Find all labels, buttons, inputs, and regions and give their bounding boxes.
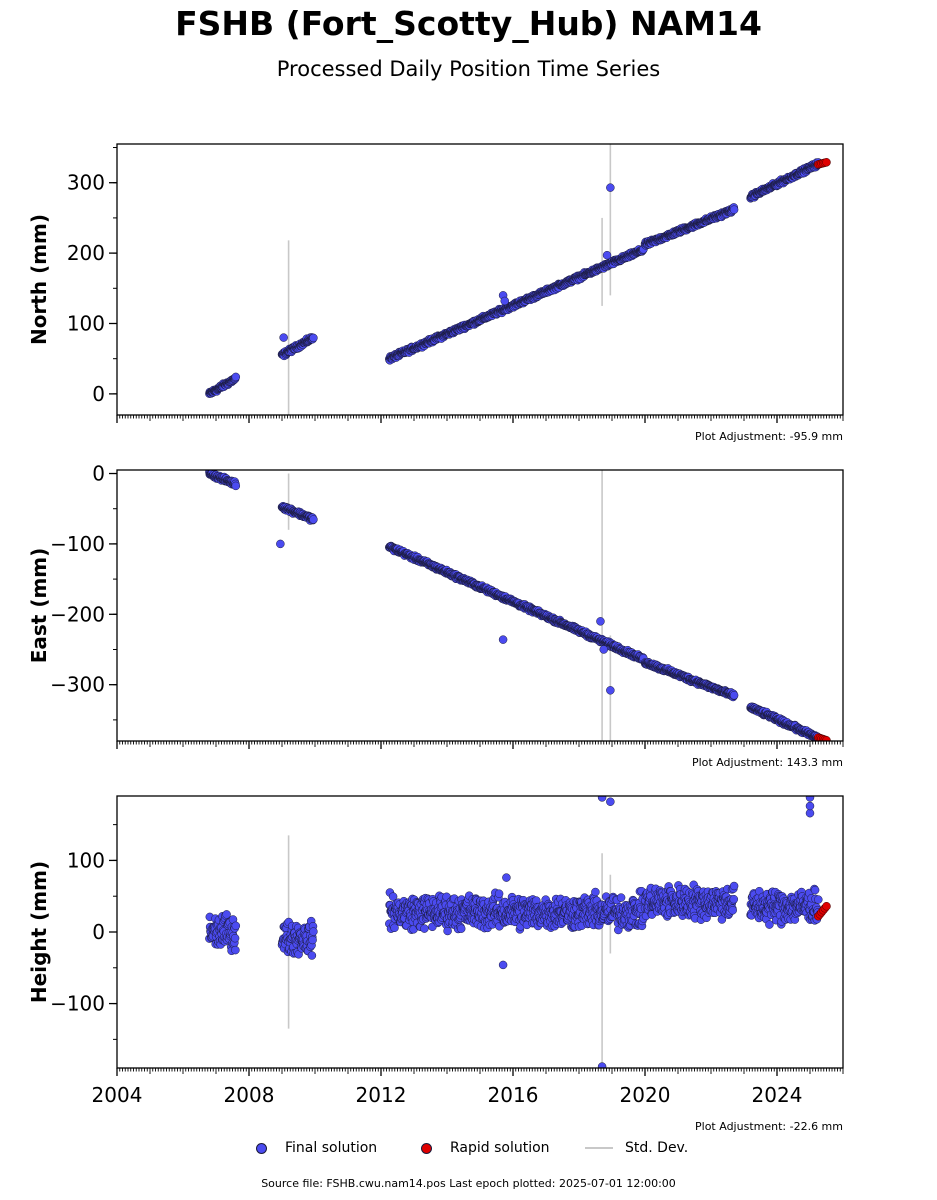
final-point: [231, 945, 240, 955]
final-point: [596, 617, 605, 626]
final-point: [390, 923, 399, 933]
plot-adjustment-note: Plot Adjustment: -95.9 mm: [695, 430, 843, 443]
final-point: [231, 921, 241, 931]
final-point: [231, 372, 241, 382]
final-point: [443, 926, 452, 936]
panel-data: [205, 796, 831, 1068]
x-tick-label: 2012: [356, 1083, 407, 1107]
final-point: [810, 885, 820, 895]
legend-rapid-label: Rapid solution: [450, 1140, 550, 1156]
panel-data: [205, 470, 831, 741]
legend: Final solution Rapid solution Std. Dev.: [0, 1137, 937, 1159]
final-point: [729, 205, 739, 214]
final-point: [309, 515, 318, 524]
final-point: [308, 935, 317, 945]
y-tick-label: −200: [50, 602, 105, 626]
final-point: [388, 892, 398, 901]
panel-data: [205, 144, 831, 415]
legend-item-stddev: Std. Dev.: [585, 1137, 688, 1159]
y-tick-label: −300: [50, 673, 105, 697]
legend-rapid-marker: [421, 1142, 432, 1154]
final-point: [616, 893, 626, 902]
y-tick-label: 200: [67, 241, 105, 265]
plot-adjustment-note: Plot Adjustment: 143.3 mm: [692, 756, 843, 769]
rapid-point: [822, 158, 831, 167]
y-tick-label: 0: [92, 382, 105, 406]
final-point: [307, 951, 317, 960]
y-tick-label: 100: [67, 848, 105, 872]
x-tick-label: 2024: [752, 1083, 803, 1107]
legend-final-label: Final solution: [285, 1140, 378, 1156]
legend-final-marker: [256, 1142, 267, 1154]
final-point: [597, 796, 607, 802]
final-point: [717, 915, 727, 924]
final-point: [309, 927, 318, 936]
final-point: [456, 924, 466, 933]
final-point: [279, 333, 288, 342]
x-tick-label: 2004: [92, 1083, 143, 1107]
final-point: [231, 481, 241, 491]
final-point: [597, 1062, 607, 1068]
final-point: [502, 873, 511, 882]
final-point: [814, 895, 823, 904]
final-point: [500, 296, 509, 306]
y-tick-label: 100: [67, 311, 105, 335]
final-point: [805, 808, 815, 818]
chart-title: FSHB (Fort_Scotty_Hub) NAM14: [175, 4, 762, 43]
y-tick-label: 0: [92, 462, 105, 486]
final-point: [728, 906, 737, 915]
final-point: [606, 686, 615, 695]
final-point: [498, 635, 508, 644]
legend-item-rapid: Rapid solution: [421, 1137, 550, 1159]
panel-2: 0 −100 −200 −300 East (mm) Plot Adjustment: 1…: [27, 462, 844, 769]
final-point: [494, 889, 504, 898]
y-tick-label: 300: [67, 171, 105, 195]
final-point: [602, 250, 612, 260]
y-axis-label: North (mm): [27, 214, 51, 345]
rapid-point: [822, 901, 831, 911]
y-axis-label: East (mm): [27, 548, 51, 664]
x-tick-label: 2020: [620, 1083, 671, 1107]
final-point: [498, 960, 508, 970]
final-point: [805, 801, 815, 811]
source-footer: Source file: FSHB.cwu.nam14.pos Last epo…: [261, 1177, 676, 1190]
legend-stddev-line: [585, 1147, 613, 1149]
y-tick-label: 0: [92, 920, 105, 944]
final-point: [729, 894, 739, 904]
final-point: [591, 887, 600, 897]
final-point: [276, 539, 285, 549]
y-tick-label: −100: [50, 532, 105, 556]
final-point: [309, 333, 318, 343]
final-point: [729, 691, 739, 700]
final-point: [420, 924, 429, 933]
legend-item-final: Final solution: [256, 1137, 377, 1159]
panel-1: 0 100 200 300 North (mm) Plot Adjustment: -95…: [27, 143, 844, 443]
final-point: [222, 910, 231, 919]
x-tick-label: 2008: [224, 1083, 275, 1107]
panel-frame: [116, 143, 844, 416]
y-axis-label: Height (mm): [27, 861, 51, 1003]
plot-adjustment-note: Plot Adjustment: -22.6 mm: [695, 1120, 843, 1133]
rapid-point: [822, 736, 831, 741]
final-point: [599, 645, 608, 654]
chart-subtitle: Processed Daily Position Time Series: [276, 57, 661, 81]
final-point: [606, 797, 615, 806]
final-point: [805, 796, 815, 802]
final-point: [729, 881, 739, 891]
final-point: [230, 933, 240, 943]
final-point: [606, 183, 615, 192]
x-tick-label: 2016: [488, 1083, 539, 1107]
legend-stddev-label: Std. Dev.: [625, 1140, 689, 1156]
y-tick-label: −100: [50, 992, 105, 1016]
final-point: [765, 920, 774, 929]
